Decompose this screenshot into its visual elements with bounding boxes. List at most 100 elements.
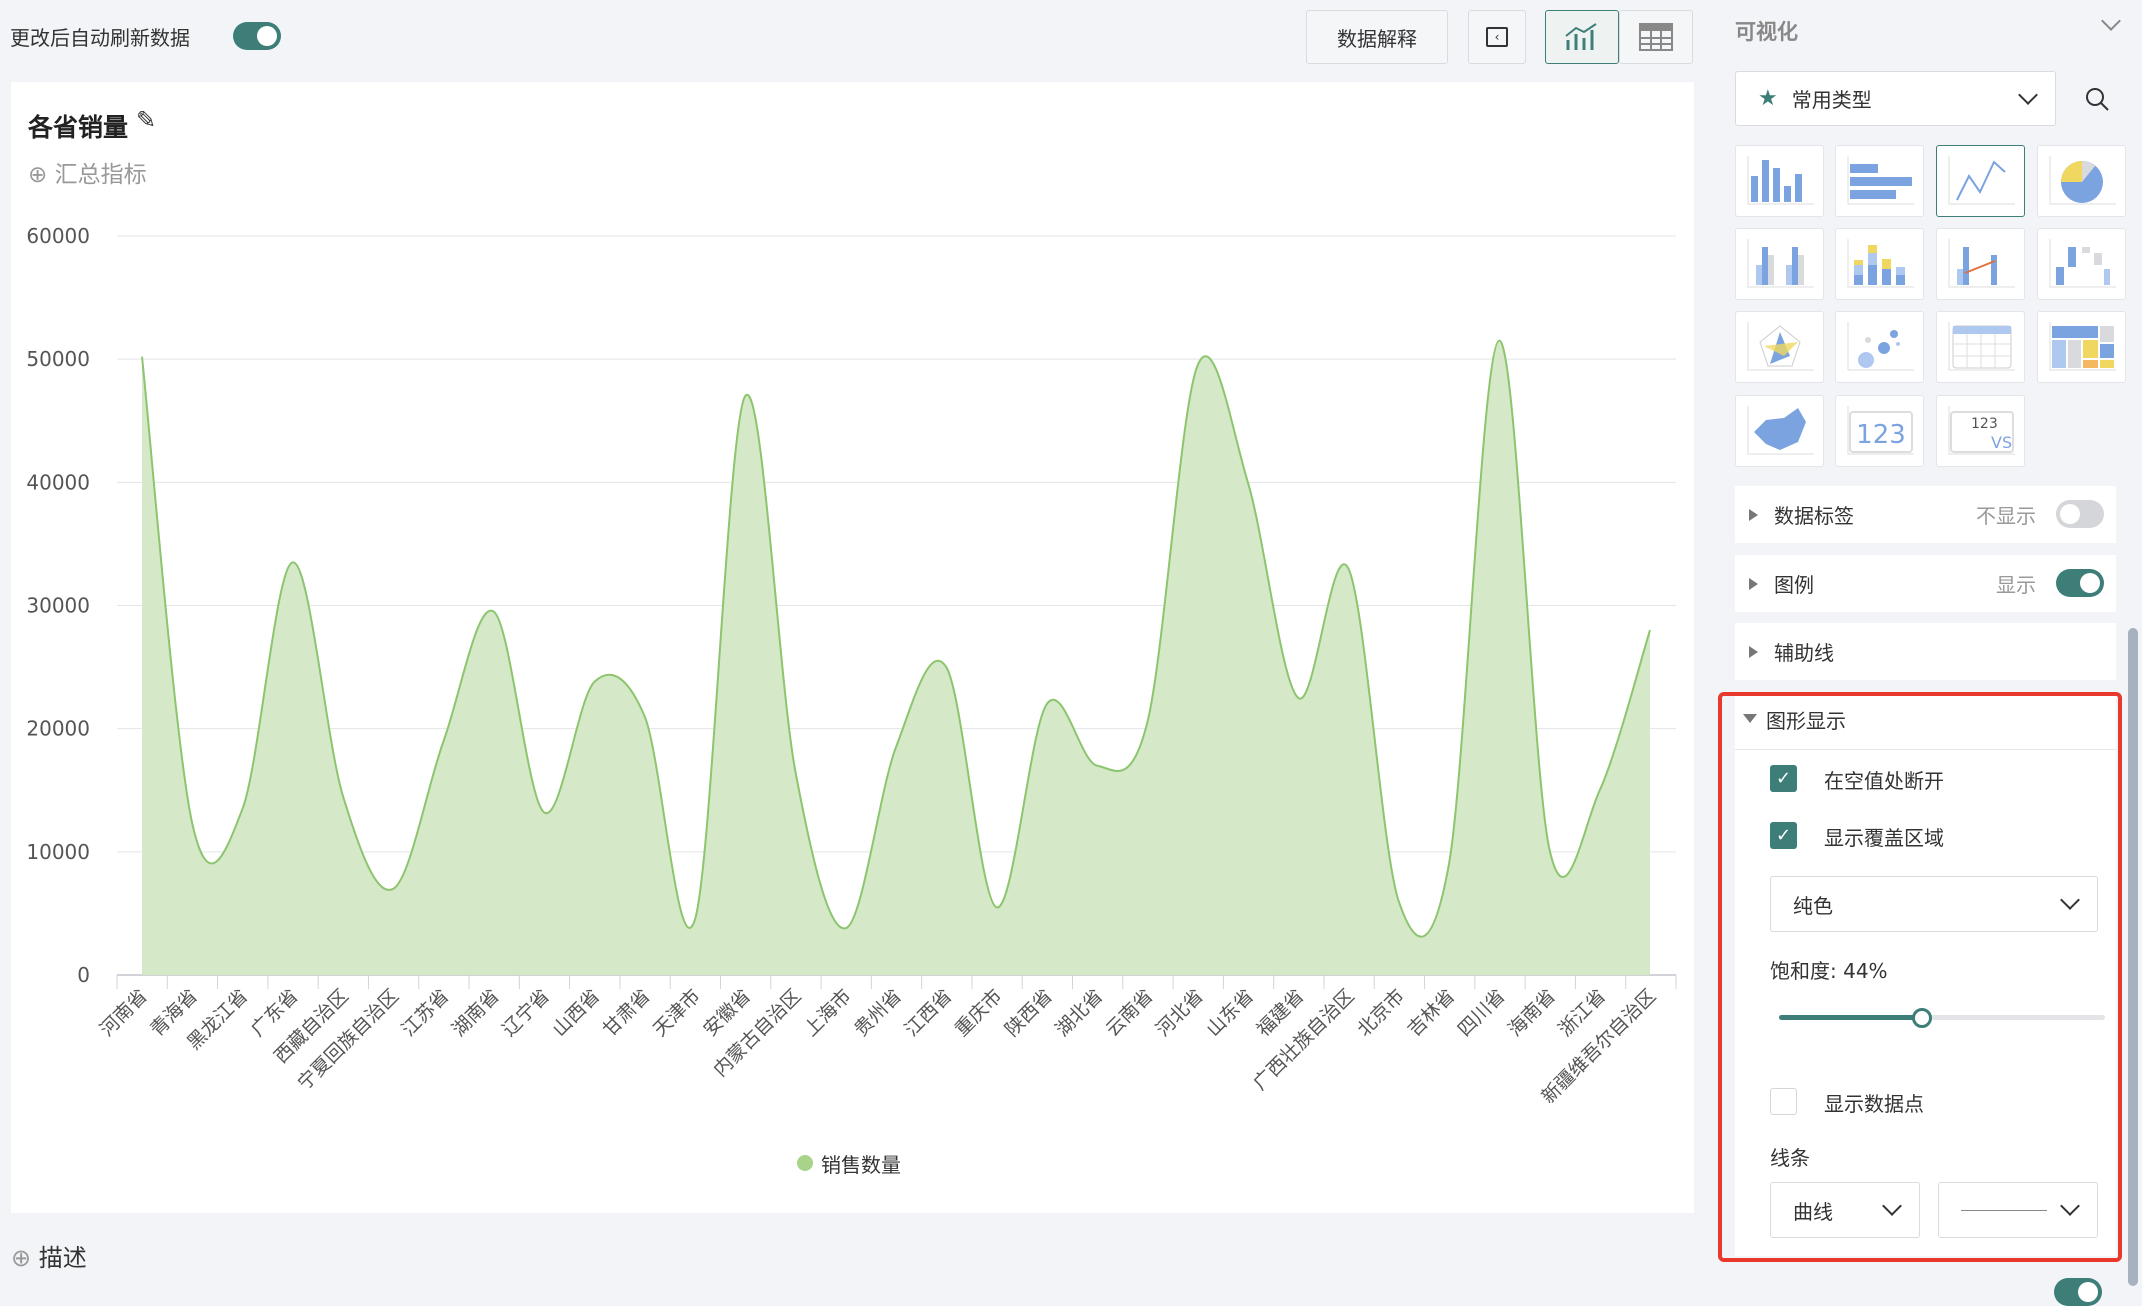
series-line <box>141 339 1651 938</box>
chart-type-combo[interactable] <box>1936 228 2025 300</box>
chart-type-map[interactable] <box>1735 395 1824 467</box>
show-points-checkbox[interactable] <box>1770 1088 1797 1115</box>
shape-display-title[interactable]: 图形显示 <box>1766 709 1846 733</box>
area-fill <box>142 340 1650 975</box>
search-icon[interactable] <box>2084 86 2110 112</box>
data-label-toggle[interactable] <box>2056 500 2104 528</box>
panel-scrollbar[interactable] <box>2128 628 2138 1286</box>
x-tick-label: 天津市 <box>649 985 705 1041</box>
caret-down-icon[interactable] <box>1743 714 1757 723</box>
line-type-select[interactable]: 曲线 <box>1770 1182 1920 1238</box>
scatter-chart-icon <box>1847 322 1914 371</box>
chart-type-kpi[interactable]: 123 <box>1835 395 1924 467</box>
pencil-icon[interactable]: ✎ <box>136 106 157 134</box>
legend-label[interactable]: 销售数量 <box>821 1153 901 1177</box>
map-chart-icon <box>1747 406 1814 455</box>
chart-icon <box>1565 23 1597 50</box>
line-label: 线条 <box>1770 1146 1810 1170</box>
plus-circle-icon: ⊕ <box>11 1244 32 1272</box>
chart-type-treemap[interactable] <box>2037 311 2126 383</box>
saturation-label: 饱和度: 44% <box>1770 959 1888 983</box>
line-type-value: 曲线 <box>1793 1199 1833 1224</box>
chart-type-table[interactable] <box>1936 311 2025 383</box>
guide-line-row[interactable]: 辅助线 <box>1735 623 2116 680</box>
column-chart-icon <box>1747 156 1814 205</box>
legend-state: 显示 <box>1996 573 2036 597</box>
chart-type-stacked-column[interactable] <box>1835 228 1924 300</box>
description-label: 描述 <box>38 1244 87 1272</box>
y-tick-label: 30000 <box>26 594 90 618</box>
x-tick-label: 吉林省 <box>1403 985 1459 1041</box>
svg-text:VS: VS <box>1991 433 2012 452</box>
chart-type-radar[interactable] <box>1735 311 1824 383</box>
data-label-row[interactable]: 数据标签 不显示 <box>1735 486 2116 543</box>
chart-type-scatter[interactable] <box>1835 311 1924 383</box>
line-chart-icon <box>1948 156 2015 205</box>
x-tick-label: 内蒙古自治区 <box>709 985 805 1081</box>
break-on-null-checkbox[interactable]: ✓ <box>1770 765 1797 792</box>
chart-type-column[interactable] <box>1735 145 1824 217</box>
x-tick-label: 重庆市 <box>951 985 1007 1041</box>
fill-mode-value: 纯色 <box>1793 893 1833 918</box>
chart-type-bar[interactable] <box>1835 145 1924 217</box>
y-tick-label: 60000 <box>26 224 90 248</box>
bar-chart-icon <box>1847 156 1914 205</box>
x-tick-label: 江苏省 <box>398 985 454 1041</box>
treemap-chart-icon <box>2049 322 2116 371</box>
chart-type-grouped-column[interactable] <box>1735 228 1824 300</box>
saturation-slider-thumb[interactable] <box>1912 1008 1933 1028</box>
x-tick-label: 甘肃省 <box>599 985 655 1041</box>
table-chart-icon <box>1948 322 2015 371</box>
grouped-column-chart-icon <box>1747 239 1814 288</box>
chevron-down-icon[interactable] <box>2101 11 2121 31</box>
auto-refresh-toggle[interactable] <box>233 22 281 50</box>
show-area-checkbox[interactable]: ✓ <box>1770 822 1797 849</box>
y-tick-label: 50000 <box>26 347 90 371</box>
show-area-label: 显示覆盖区域 <box>1824 826 1944 850</box>
chart-view-button[interactable] <box>1545 10 1619 64</box>
x-tick-label: 河南省 <box>96 985 152 1041</box>
break-on-null-label: 在空值处断开 <box>1824 769 1944 793</box>
combo-chart-icon <box>1948 239 2015 288</box>
table-icon <box>1639 23 1673 51</box>
legend-toggle[interactable] <box>2056 569 2104 597</box>
auto-refresh-label: 更改后自动刷新数据 <box>10 26 190 50</box>
x-tick-label: 海南省 <box>1504 985 1560 1041</box>
panel-title: 可视化 <box>1735 20 1798 44</box>
chart-type-line[interactable] <box>1936 145 2025 217</box>
solid-line-icon <box>1961 1209 2047 1211</box>
chart-type-kpi-compare[interactable]: 123 VS <box>1936 395 2025 467</box>
tooltip-toggle[interactable] <box>2054 1278 2102 1306</box>
chart-type-waterfall[interactable] <box>2037 228 2126 300</box>
table-view-button[interactable] <box>1619 10 1693 64</box>
star-icon: ★ <box>1758 86 1778 111</box>
x-tick-label: 上海市 <box>800 985 856 1041</box>
x-tick-label: 山西省 <box>548 985 604 1041</box>
shape-display-section <box>1735 694 2116 1256</box>
y-tick-label: 20000 <box>26 717 90 741</box>
y-tick-label: 0 <box>77 963 90 987</box>
explain-data-button[interactable]: 数据解释 <box>1306 10 1448 64</box>
x-tick-label: 北京市 <box>1353 985 1409 1041</box>
svg-text:123: 123 <box>1856 420 1906 450</box>
stacked-column-chart-icon <box>1847 239 1914 288</box>
fill-mode-select[interactable]: 纯色 <box>1770 876 2098 932</box>
add-metric-label: 汇总指标 <box>54 162 147 188</box>
x-tick-label: 陕西省 <box>1001 985 1057 1041</box>
chart-category-select[interactable]: ★ 常用类型 <box>1735 71 2056 126</box>
add-description-button[interactable]: ⊕ 描述 <box>11 1238 87 1273</box>
panel-collapse-button[interactable]: ‹ <box>1468 10 1526 64</box>
line-style-select[interactable] <box>1938 1182 2098 1238</box>
x-tick-label: 贵州省 <box>850 985 906 1041</box>
y-tick-label: 40000 <box>26 470 90 494</box>
pie-chart-icon <box>2049 156 2116 205</box>
add-metric-button[interactable]: ⊕ 汇总指标 <box>28 155 147 189</box>
highlight-border <box>1718 692 2122 1262</box>
saturation-slider[interactable] <box>1779 1015 2105 1020</box>
x-tick-label: 山东省 <box>1202 985 1258 1041</box>
legend-row[interactable]: 图例 显示 <box>1735 555 2116 612</box>
chart-category-value: 常用类型 <box>1791 88 1872 112</box>
chart-type-pie[interactable] <box>2037 145 2126 217</box>
x-tick-label: 河北省 <box>1152 985 1208 1041</box>
